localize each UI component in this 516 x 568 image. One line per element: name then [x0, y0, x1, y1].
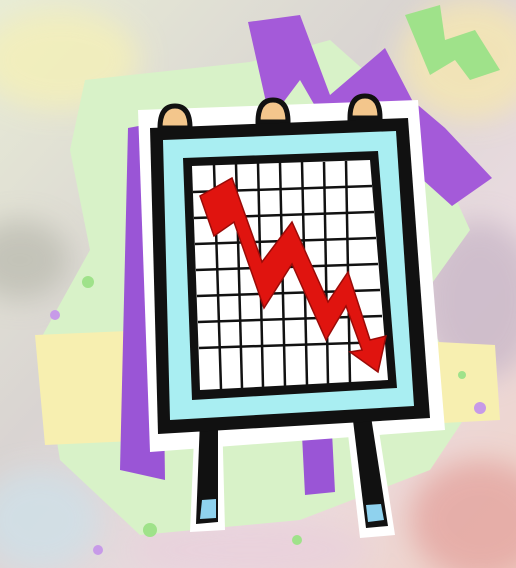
- clip-art: [0, 0, 516, 568]
- page: [0, 0, 516, 568]
